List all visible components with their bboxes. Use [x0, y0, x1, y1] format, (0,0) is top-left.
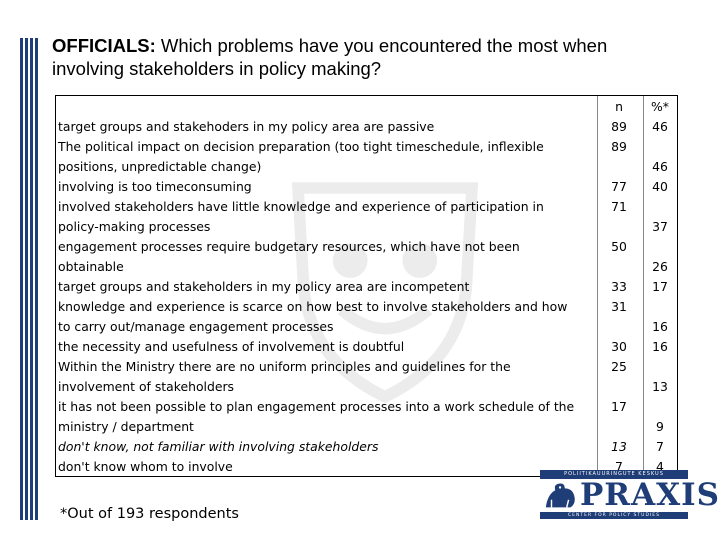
logo-wordmark: PRAXIS	[580, 477, 720, 513]
pct-value: 9	[656, 419, 664, 434]
crest-watermark	[291, 182, 479, 404]
table-row-text: Within the Ministry there are no uniform…	[58, 359, 511, 374]
table-row-text: knowledge and experience is scarce on ho…	[58, 299, 568, 314]
n-value: 77	[611, 179, 627, 194]
table-row-text: positions, unpredictable change)	[58, 159, 262, 174]
lion-icon	[545, 483, 575, 508]
table-row-text: don't know whom to involve	[58, 459, 233, 474]
pct-value: 13	[652, 379, 668, 394]
n-value: 71	[611, 199, 627, 214]
table-row-text: the necessity and usefulness of involvem…	[58, 339, 405, 354]
results-table	[55, 95, 678, 477]
table-row-text: The political impact on decision prepara…	[58, 139, 544, 154]
pct-value: 46	[652, 159, 668, 174]
n-value: 33	[611, 279, 627, 294]
pct-value: 7	[656, 439, 664, 454]
n-value: 89	[611, 119, 627, 134]
n-value: 89	[611, 139, 627, 154]
table-row-text: policy-making processes	[58, 219, 211, 234]
pct-value: 46	[652, 119, 668, 134]
n-value: 31	[611, 299, 627, 314]
pct-value: 40	[652, 179, 668, 194]
pct-value: 26	[652, 259, 668, 274]
n-value: 50	[611, 239, 627, 254]
n-value: 25	[611, 359, 627, 374]
pct-value: 16	[652, 339, 668, 354]
table-row-text: involved stakeholders have little knowle…	[58, 199, 544, 214]
pct-value: 16	[652, 319, 668, 334]
title-question: Which problems have you encountered the …	[52, 35, 608, 79]
table-row-text: to carry out/manage engagement processes	[58, 319, 334, 334]
table-row-text: engagement processes require budgetary r…	[58, 239, 520, 254]
n-value: 17	[611, 399, 627, 414]
praxis-logo: POLIITIKAUURINGUTE KESKUS PRAXIS CENTER …	[540, 470, 719, 522]
n-value: 30	[611, 339, 627, 354]
table-row-text: ministry / department	[58, 419, 194, 434]
table-row-text: target groups and stakeholders in my pol…	[58, 279, 470, 294]
pct-value: 37	[652, 219, 668, 234]
column-divider-n	[597, 96, 598, 476]
title-bold-prefix: OFFICIALS:	[52, 35, 156, 56]
n-value: 7	[615, 459, 623, 474]
logo-top-strip: POLIITIKAUURINGUTE KESKUS	[540, 470, 688, 479]
table-row-text: obtainable	[58, 259, 124, 274]
table-row-text: don't know, not familiar with involving …	[58, 439, 379, 454]
footnote: *Out of 193 respondents	[60, 506, 239, 522]
header-n: n	[615, 99, 623, 114]
table-row-text: involvement of stakeholders	[58, 379, 235, 394]
left-decorative-bar	[20, 38, 38, 520]
table-row-text: it has not been possible to plan engagem…	[58, 399, 575, 414]
column-divider-pct	[643, 96, 644, 476]
slide-title: OFFICIALS: Which problems have you encou…	[52, 34, 672, 80]
header-pct: %*	[651, 99, 669, 114]
table-row-text: target groups and stakehoders in my poli…	[58, 119, 435, 134]
logo-bottom-strip: CENTER FOR POLICY STUDIES	[540, 512, 688, 519]
pct-value: 4	[656, 459, 664, 474]
n-value: 13	[611, 439, 627, 454]
pct-value: 17	[652, 279, 668, 294]
table-row-text: involving is too timeconsuming	[58, 179, 252, 194]
